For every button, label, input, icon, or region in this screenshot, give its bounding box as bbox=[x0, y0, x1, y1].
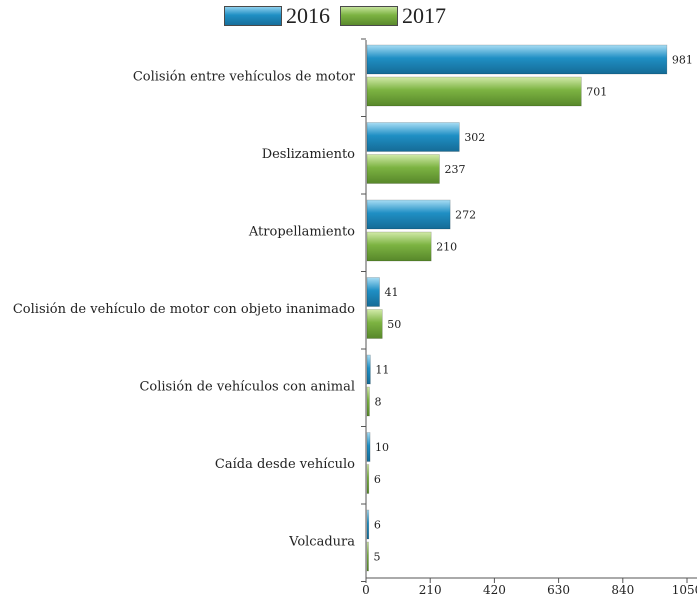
value-label-2017-2: 210 bbox=[436, 241, 457, 254]
value-label-2016-4: 11 bbox=[375, 364, 389, 377]
bar-2017-4 bbox=[366, 386, 370, 417]
bar-2017-1 bbox=[366, 154, 440, 184]
x-tick-label-5: 1050 bbox=[672, 583, 697, 596]
value-label-2016-0: 981 bbox=[672, 54, 693, 67]
legend-item-2017: 2017 bbox=[340, 5, 450, 27]
category-label-1: Deslizamiento bbox=[262, 147, 355, 162]
axes-group: 02104206308401050 bbox=[361, 38, 697, 596]
bar-2016-6 bbox=[366, 509, 370, 540]
bar-2016-4 bbox=[366, 354, 371, 385]
x-tick-label-4: 840 bbox=[611, 583, 634, 596]
x-tick-label-0: 0 bbox=[362, 583, 370, 596]
x-tick-label-3: 630 bbox=[547, 583, 570, 596]
value-label-2017-5: 6 bbox=[374, 473, 381, 486]
value-label-2016-1: 302 bbox=[464, 131, 485, 144]
category-label-5: Caída desde vehículo bbox=[215, 457, 355, 472]
value-label-2016-6: 6 bbox=[374, 519, 381, 532]
value-label-2016-2: 272 bbox=[455, 209, 476, 222]
legend: 2016 2017 bbox=[224, 5, 456, 27]
category-label-6: Volcadura bbox=[288, 535, 355, 550]
x-tick-label-1: 210 bbox=[419, 583, 442, 596]
category-label-0: Colisión entre vehículos de motor bbox=[133, 70, 356, 85]
value-label-2017-1: 237 bbox=[444, 163, 465, 176]
bar-2016-5 bbox=[366, 432, 371, 462]
bar-2017-0 bbox=[366, 76, 582, 107]
value-label-2016-5: 10 bbox=[375, 441, 389, 454]
value-label-2017-6: 5 bbox=[374, 551, 381, 564]
labels-group: 981 701 Colisión entre vehículos de motor 3… bbox=[13, 54, 693, 564]
category-label-3: Colisión de vehículo de motor con objeto… bbox=[13, 302, 355, 317]
bar-2016-0 bbox=[366, 44, 668, 75]
value-label-2017-0: 701 bbox=[586, 86, 607, 99]
bar-2016-1 bbox=[366, 122, 460, 152]
bar-2017-2 bbox=[366, 231, 432, 262]
category-label-4: Colisión de vehículos con animal bbox=[139, 380, 355, 395]
bar-2016-2 bbox=[366, 199, 451, 230]
bar-2017-3 bbox=[366, 309, 383, 339]
x-tick-label-2: 420 bbox=[483, 583, 506, 596]
legend-item-2016: 2016 bbox=[224, 5, 334, 27]
bars-group bbox=[366, 44, 668, 572]
legend-label-2017: 2017 bbox=[402, 3, 446, 28]
bar-2016-3 bbox=[366, 277, 380, 307]
bar-2017-6 bbox=[366, 541, 369, 572]
category-label-2: Atropellamiento bbox=[248, 225, 355, 240]
value-label-2016-3: 41 bbox=[385, 286, 399, 299]
value-label-2017-4: 8 bbox=[374, 396, 381, 409]
legend-label-2016: 2016 bbox=[286, 3, 330, 28]
bar-2017-5 bbox=[366, 464, 370, 494]
legend-swatch-2016 bbox=[224, 6, 282, 26]
value-label-2017-3: 50 bbox=[387, 318, 401, 331]
legend-swatch-2017 bbox=[340, 6, 398, 26]
